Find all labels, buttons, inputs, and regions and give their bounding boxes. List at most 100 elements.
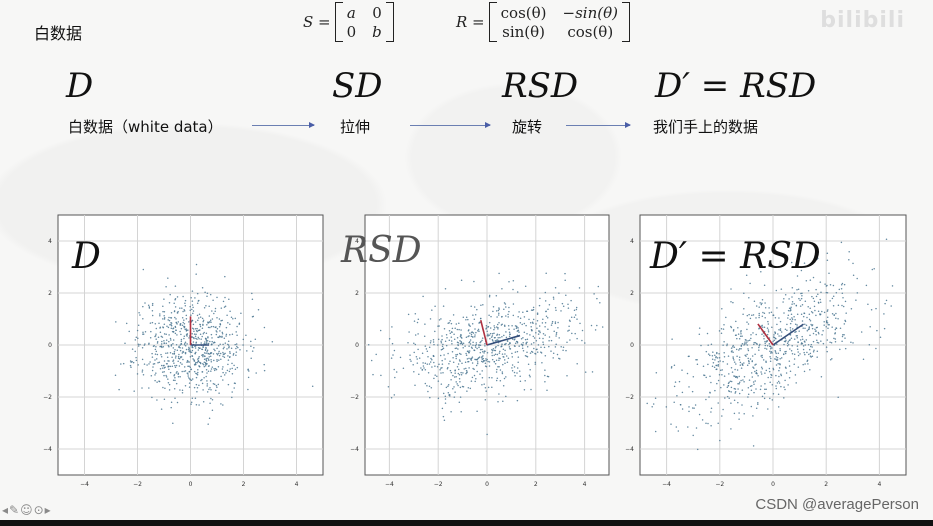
scatter-point [761, 326, 764, 328]
scatter-point [187, 373, 189, 375]
scatter-point [215, 368, 218, 371]
scatter-point [764, 342, 766, 344]
scatter-point [770, 376, 772, 379]
scatter-point [151, 314, 154, 317]
scatter-point [779, 362, 781, 365]
scatter-point [132, 361, 135, 364]
scatter-point [536, 351, 539, 353]
scatter-point [465, 319, 467, 321]
scatter-point [408, 331, 410, 333]
scatter-point [476, 410, 478, 412]
scatter-point [142, 268, 145, 271]
scatter-point [523, 322, 526, 325]
scatter-point [500, 324, 503, 326]
scatter-point [203, 306, 206, 309]
scatter-point [216, 347, 218, 350]
scatter-point [789, 318, 791, 321]
scatter-point [830, 341, 833, 344]
scatter-point [686, 372, 689, 375]
scatter-point [492, 310, 494, 313]
scatter-point [801, 338, 804, 341]
scatter-point [776, 323, 778, 326]
scatter-point [474, 314, 477, 316]
scatter-point [224, 275, 226, 278]
scatter-point [484, 343, 486, 345]
scatter-point [516, 367, 519, 369]
slide-nav-icons[interactable]: ◂✎☺⊙▸ [2, 503, 52, 517]
scatter-point [503, 308, 505, 310]
scatter-point [197, 317, 200, 319]
scatter-point [476, 361, 479, 363]
scatter-point [726, 344, 728, 347]
scatter-point [494, 347, 497, 349]
scatter-point [207, 423, 209, 425]
scatter-point [776, 382, 779, 384]
scatter-point [220, 403, 222, 405]
scatter-point [770, 351, 773, 353]
scatter-point [202, 389, 204, 391]
scatter-point [768, 367, 771, 370]
scatter-point [171, 330, 174, 333]
scatter-point [240, 312, 242, 314]
scatter-point [826, 316, 829, 318]
scatter-point [209, 340, 211, 343]
scatter-point [769, 350, 771, 353]
scatter-point [791, 303, 793, 305]
scatter-point [568, 325, 570, 328]
scatter-point [178, 353, 180, 356]
scatter-point [502, 385, 505, 387]
scatter-point [816, 339, 818, 342]
scatter-point [218, 326, 221, 328]
scatter-point [769, 345, 772, 348]
scatter-point [665, 406, 668, 408]
scatter-point [189, 356, 192, 358]
scatter-point [227, 359, 230, 361]
scatter-point [723, 351, 725, 354]
scatter-point [493, 327, 496, 329]
scatter-point [804, 344, 807, 346]
scatter-point [803, 351, 805, 354]
scatter-point [862, 358, 865, 360]
scatter-point [412, 364, 414, 366]
scatter-point [211, 337, 213, 339]
bilibili-logo: bilibili [820, 8, 905, 33]
scatter-point [493, 337, 496, 339]
scatter-point [554, 322, 557, 325]
scatter-point [499, 357, 501, 360]
scatter-point [578, 287, 581, 289]
scatter-point [485, 365, 488, 368]
scatter-point [177, 355, 180, 358]
scatter-point [737, 333, 740, 335]
scatter-point [503, 334, 505, 337]
scatter-point [445, 344, 448, 347]
scatter-point [455, 347, 458, 349]
scatter-point [734, 392, 736, 394]
scatter-point [769, 352, 772, 354]
scatter-point [783, 386, 785, 388]
scatter-point [806, 351, 808, 354]
scatter-point [248, 370, 250, 372]
scatter-point [479, 344, 482, 346]
scatter-point [730, 402, 732, 404]
y-tick-label: 2 [48, 290, 52, 297]
matrix-cell: 0 [346, 22, 357, 41]
principal-axis-red [757, 323, 774, 346]
scatter-point [815, 295, 818, 298]
scatter-point [519, 380, 522, 382]
scatter-point [891, 285, 894, 287]
scatter-point [789, 348, 791, 350]
scatter-point [188, 321, 190, 323]
scatter-point [739, 361, 742, 364]
scatter-point [197, 369, 199, 371]
scatter-point [422, 295, 424, 298]
scatter-point [174, 349, 176, 351]
scatter-point [789, 326, 792, 329]
scatter-point [776, 356, 779, 359]
scatter-point [726, 395, 729, 398]
scatter-point [204, 364, 207, 367]
scatter-point [228, 346, 230, 348]
scatter-point [198, 384, 200, 387]
scatter-point [193, 337, 195, 340]
scatter-point [479, 373, 481, 375]
scatter-point [856, 292, 859, 294]
